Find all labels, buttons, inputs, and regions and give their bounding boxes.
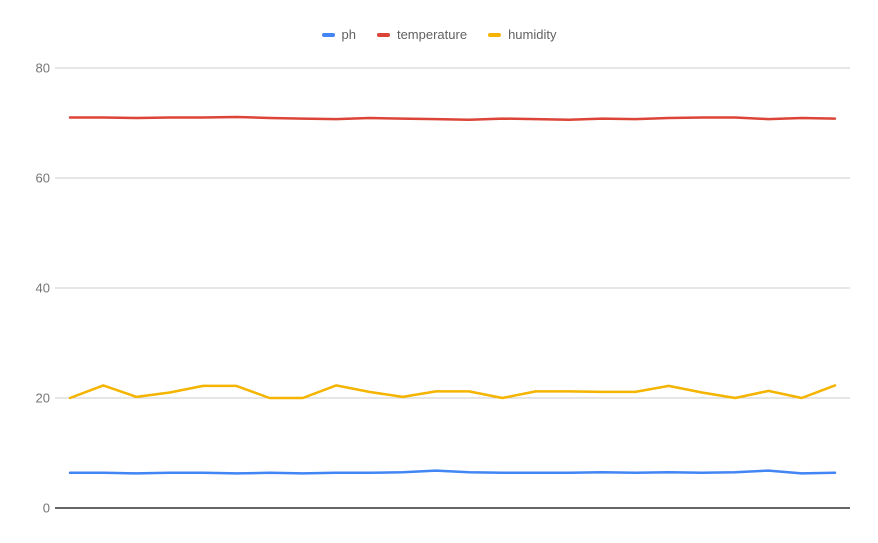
- y-axis-label-20: 20: [36, 391, 50, 406]
- chart-legend: ph temperature humidity: [0, 28, 878, 42]
- y-axis-label-40: 40: [36, 281, 50, 296]
- y-axis-label-60: 60: [36, 171, 50, 186]
- y-axis-label-80: 80: [36, 61, 50, 76]
- legend-item-temperature: temperature: [376, 27, 468, 42]
- series-line-ph: [68, 469, 837, 475]
- legend-swatch-ph: [321, 33, 335, 37]
- legend-swatch-temperature: [376, 33, 390, 37]
- legend-item-ph: ph: [321, 27, 356, 42]
- legend-label-ph: ph: [341, 27, 356, 42]
- legend-label-humidity: humidity: [508, 27, 557, 42]
- series-line-humidity: [68, 384, 837, 400]
- series-line-temperature: [68, 115, 837, 121]
- legend-swatch-humidity: [488, 33, 502, 37]
- legend-label-temperature: temperature: [396, 27, 468, 42]
- y-axis-label-0: 0: [43, 501, 50, 516]
- legend-item-humidity: humidity: [488, 28, 556, 42]
